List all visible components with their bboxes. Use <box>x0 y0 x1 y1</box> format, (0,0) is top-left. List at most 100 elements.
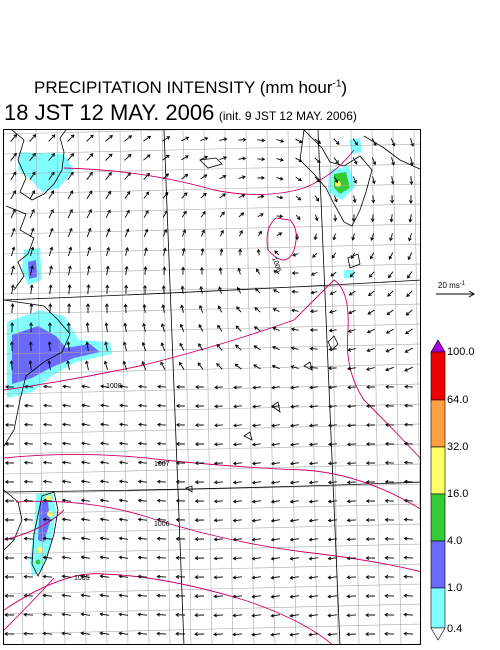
wind-arrow <box>404 500 413 502</box>
wind-arrow-head <box>235 344 239 349</box>
wind-arrow-head <box>272 289 277 293</box>
wind-arrow-head <box>118 555 123 560</box>
wind-arrow-head <box>312 254 316 258</box>
wind-arrow <box>162 192 169 199</box>
wind-arrow <box>233 538 243 541</box>
wind-arrow <box>347 405 356 407</box>
wind-arrow-head <box>253 326 258 330</box>
wind-arrow-head <box>214 404 218 409</box>
wind-arrow <box>233 595 243 598</box>
wind-arrow <box>271 557 281 560</box>
wind-arrow <box>11 303 14 314</box>
wind-arrow-head <box>384 593 389 598</box>
wind-arrow <box>81 632 91 635</box>
wind-arrow <box>157 481 166 483</box>
wind-arrow <box>272 346 280 351</box>
wind-arrow-head <box>176 422 180 427</box>
wind-arrow-head <box>348 292 353 296</box>
wind-arrow-head <box>80 631 85 636</box>
wind-arrow <box>181 211 187 218</box>
wind-arrow <box>292 291 299 293</box>
wind-arrow <box>218 305 223 313</box>
major-latitude-line <box>4 481 420 493</box>
wind-arrow <box>143 173 150 180</box>
wind-arrow-head <box>279 214 284 219</box>
wind-arrow <box>238 212 244 218</box>
wind-arrow <box>161 323 165 332</box>
wind-arrow <box>86 228 91 238</box>
wind-arrow <box>291 386 299 389</box>
wind-arrow-head <box>175 612 179 617</box>
wind-arrow-head <box>315 197 320 202</box>
wind-arrow-head <box>384 612 388 617</box>
wind-arrow-head <box>182 229 187 233</box>
grid-latitude-line <box>4 203 420 215</box>
wind-arrow <box>352 233 355 241</box>
wind-arrow <box>105 228 110 238</box>
wind-arrow-head <box>138 384 142 389</box>
wind-arrow-head <box>308 537 313 542</box>
wind-arrow <box>162 173 169 180</box>
wind-arrow <box>328 538 338 541</box>
wind-arrow <box>252 500 261 503</box>
wind-arrow-head <box>198 304 203 309</box>
wind-arrow-head <box>118 631 123 636</box>
wind-arrow-head <box>327 518 332 523</box>
wind-arrow-head <box>232 537 237 542</box>
wind-arrow <box>349 271 356 277</box>
grid-latitude-line <box>4 183 420 195</box>
wind-arrow-head <box>100 403 104 408</box>
wind-arrow <box>143 210 149 218</box>
wind-arrow <box>214 405 223 407</box>
wind-arrow-head <box>61 555 66 560</box>
wind-arrow <box>29 228 34 238</box>
wind-arrow-head <box>251 480 256 485</box>
wind-arrow-head <box>237 267 242 272</box>
wind-arrow <box>81 423 90 426</box>
wind-arrow <box>235 363 242 370</box>
wind-arrow <box>310 348 318 350</box>
wind-arrow <box>219 230 224 237</box>
wind-arrow-head <box>403 574 408 579</box>
wind-arrow <box>252 424 261 427</box>
chart-title: PRECIPITATION INTENSITY (mm hour-1) <box>34 78 348 97</box>
wind-arrow <box>81 556 91 559</box>
wind-arrow-head <box>23 479 28 484</box>
wind-arrow-head <box>146 154 151 158</box>
wind-arrow <box>119 499 128 502</box>
wind-arrow-head <box>100 422 104 427</box>
wind-arrow-head <box>308 499 313 504</box>
wind-arrow <box>233 386 242 389</box>
wind-arrow <box>328 386 337 389</box>
wind-arrow-head <box>251 632 256 637</box>
wind-arrow <box>86 209 92 219</box>
wind-arrow-head <box>390 180 395 185</box>
wind-arrow-head <box>352 218 356 222</box>
wind-arrow-head <box>199 266 204 271</box>
wind-arrow <box>24 500 33 502</box>
wind-arrow-head <box>11 227 16 232</box>
wind-arrow-head <box>408 237 412 242</box>
wind-arrow-head <box>42 460 47 465</box>
precip-cell-taiwan-4 <box>35 559 41 565</box>
wind-arrow <box>81 575 91 578</box>
wind-arrow-head <box>118 536 123 541</box>
wind-arrow-head <box>61 612 66 617</box>
wind-arrow <box>291 328 299 331</box>
wind-arrow <box>404 443 413 445</box>
wind-arrow-head <box>385 330 390 334</box>
wind-arrow-head <box>346 442 351 447</box>
precip-area-shikoku <box>349 138 362 154</box>
wind-arrow <box>253 386 261 389</box>
wind-arrow-head <box>70 153 75 157</box>
wind-arrow-head <box>119 422 123 427</box>
wind-arrow-head <box>141 360 146 365</box>
wind-arrow-head <box>66 341 71 345</box>
wind-arrow <box>197 362 204 370</box>
valid-time-title: 18 JST 12 MAY. 2006 (init. 9 JST 12 MAY.… <box>4 100 357 126</box>
wind-arrow <box>309 519 318 522</box>
wind-arrow-head <box>214 385 218 390</box>
wind-arrow <box>81 518 90 521</box>
wind-arrow-head <box>279 157 284 162</box>
wind-arrow <box>24 443 33 445</box>
